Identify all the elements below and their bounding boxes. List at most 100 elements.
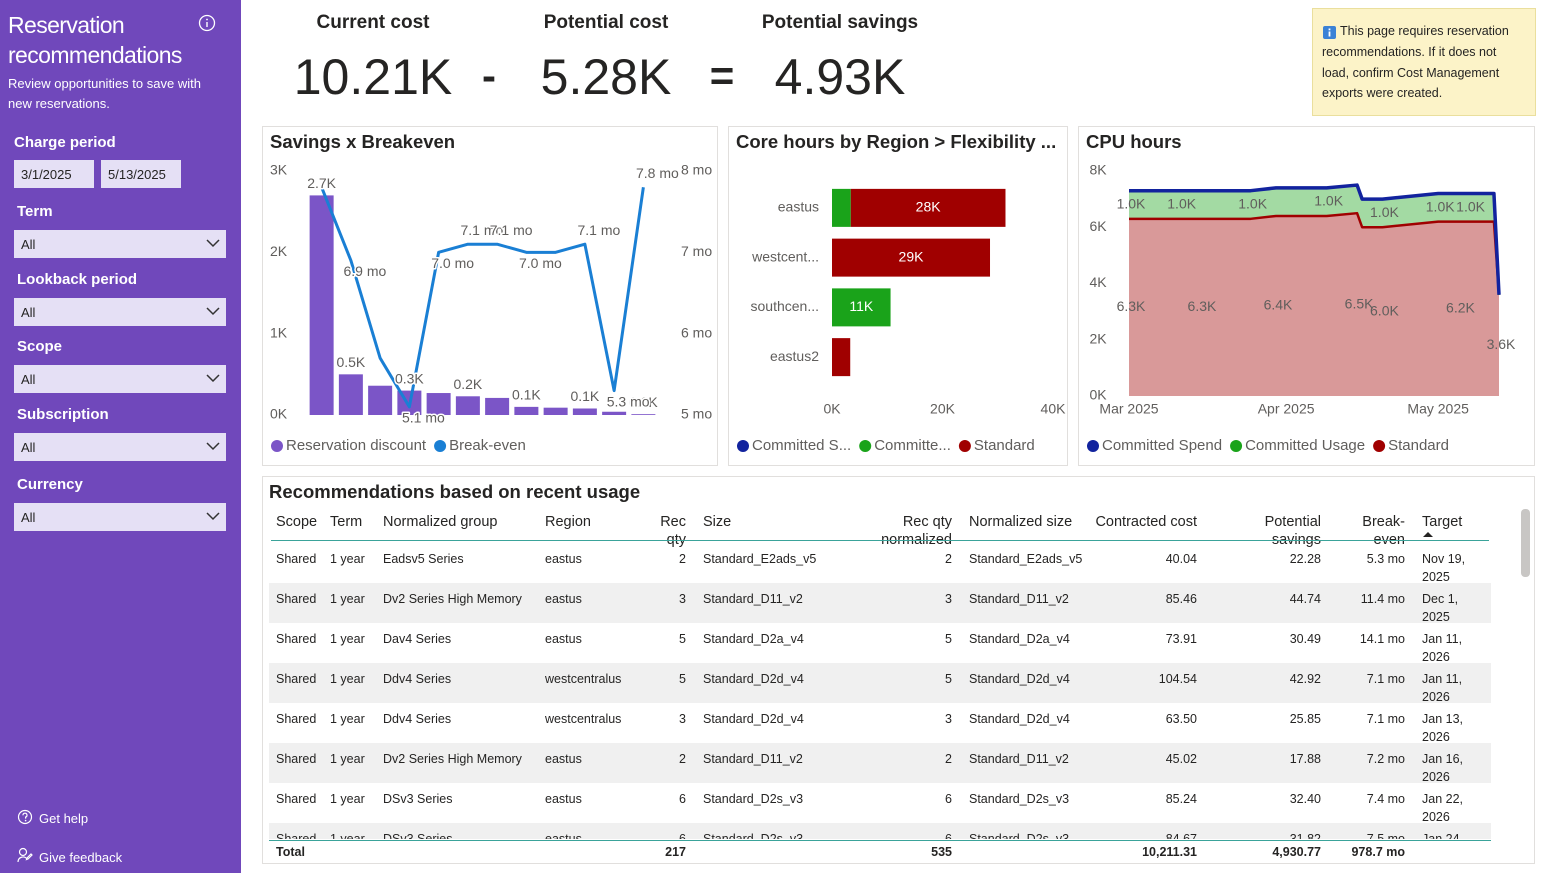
bar [455,396,480,415]
table-cell: Standard_D11_v2 [969,592,1069,606]
table-cell: Standard_D2d_v4 [703,712,804,726]
y-tick-label: 2K [270,243,288,259]
table-cell: Shared [276,752,317,766]
date-input[interactable]: 5/13/2025 [101,160,181,188]
line [320,186,645,409]
legend-marker [859,440,872,452]
help-link[interactable]: Get help [39,811,89,826]
data-label: 6.2K [1446,300,1475,316]
table-cell: 7.5 mo [1366,832,1405,839]
kpi-label: Potential savings [761,12,919,33]
table-cell: 7.2 mo [1366,752,1405,766]
column-header: Term [330,514,363,530]
y-tick-label: eastus2 [770,348,819,364]
table-row: Shared 1 year Dav4 Series eastus 5 Standard_D… [269,623,1491,664]
dropdown[interactable]: All [14,298,226,326]
legend-label: Standard [1388,437,1449,454]
table-row: Shared 1 year Ddv4 Series westcentralus 3 Sta… [269,703,1491,744]
table-cell: eastus [545,592,582,606]
table-cell: eastus [545,752,582,766]
table-cell: Standard_D2s_v3 [969,832,1070,839]
table-cell: Shared [276,552,317,566]
table-cell: 1 year [330,752,365,766]
table-cell: eastus [545,632,582,646]
bar [850,188,1006,227]
table-cell: Ddv4 Series [383,712,452,726]
kpi-label: Potential cost [543,12,669,33]
dropdown[interactable]: All [14,230,226,258]
table-cell: Dav4 Series [383,632,452,646]
y2-tick-label: 6 mo [681,324,712,340]
x-tick-label: 0K [823,401,841,417]
data-label: 0.0K [629,394,658,410]
data-label: 5.3 mo [607,393,650,409]
table-cell: 40.04 [1165,552,1197,566]
dropdown[interactable]: All [14,365,226,393]
table-cell: Standard_D11_v2 [969,752,1069,766]
chart: CPU hours 0K 2K 4K 6K 8K Mar 2025 Apr 2025 May 2… [1086,131,1516,454]
info-icon[interactable] [198,14,216,32]
info-icon [1323,26,1336,39]
date-input[interactable]: 3/1/2025 [14,160,94,188]
data-label: 1.0K [1426,198,1455,214]
table-cell: 3 [679,592,686,606]
table-cell: 5 [679,632,686,646]
table-cell: Shared [276,672,317,686]
kpi-value: 5.28K [540,49,672,105]
table-cell: 6 [945,792,952,806]
table-cell: 2 [945,752,952,766]
legend-label: Committed Usage [1245,437,1365,454]
sort-indicator [1423,532,1433,537]
table-cell: 85.46 [1165,592,1197,606]
total-cell: 978.7 mo [1351,845,1405,859]
legend-marker [1373,440,1386,452]
table-cell: Standard_D2a_v4 [703,632,804,646]
table-cell: 2 [945,552,952,566]
table-cell: Standard_D2d_v4 [969,672,1070,686]
table-cell: Dv2 Series High Memory [383,592,522,606]
line [1129,183,1501,295]
bar [832,338,851,377]
legend-label: Committe... [874,437,951,454]
bar [514,406,539,415]
table-cell: Jan 13, 2026 [1422,712,1464,744]
data-label: 0.1K [570,388,599,404]
sidebar: Reservation recommendations Review oppor… [0,0,241,873]
table-row: Shared 1 year Ddv4 Series westcentralus 5 Sta… [269,663,1491,704]
x-tick-label: 40K [1041,401,1067,417]
data-label: 7.1 mo [490,222,533,238]
table-cell: 1 year [330,632,365,646]
column-header: Size [703,514,732,530]
y-tick-label: westcent... [751,248,819,264]
chevron [206,374,220,383]
data-label: 1.0K [1238,195,1267,211]
x-tick-label: 20K [930,401,956,417]
table-cell: Standard_E2ads_v5 [703,552,817,566]
column-header: Normalized group [383,514,498,530]
feedback-link[interactable]: Give feedback [39,850,123,865]
legend-label: Committed S... [752,437,851,454]
kpi-operator: = [709,52,735,99]
data-label: 0.3K [395,370,424,386]
table-cell: eastus [545,552,582,566]
dropdown-value: All [21,305,36,320]
dropdown[interactable]: All [14,503,226,531]
scrollbar[interactable] [1521,509,1530,577]
bar [631,414,656,415]
dropdown-value: All [21,237,36,252]
table-cell: 3 [679,712,686,726]
data-label: 1.0K [1117,195,1146,211]
filter-label: Subscription [17,406,109,423]
dropdown[interactable]: All [14,433,226,461]
data-label: 0.2K [453,376,482,392]
table-cell: 44.74 [1289,592,1321,606]
table-cell: 25.85 [1289,712,1321,726]
chevron [206,442,220,451]
table-cell: Ddv4 Series [383,672,452,686]
total-cell: 217 [665,845,686,859]
table-cell: Shared [276,792,317,806]
table-card: Recommendations based on recent usage Sc… [262,476,1535,864]
sidebar-subtitle: Review opportunities to save with new re… [8,76,201,111]
data-label: 6.3K [1117,298,1146,314]
table-cell: eastus [545,792,582,806]
